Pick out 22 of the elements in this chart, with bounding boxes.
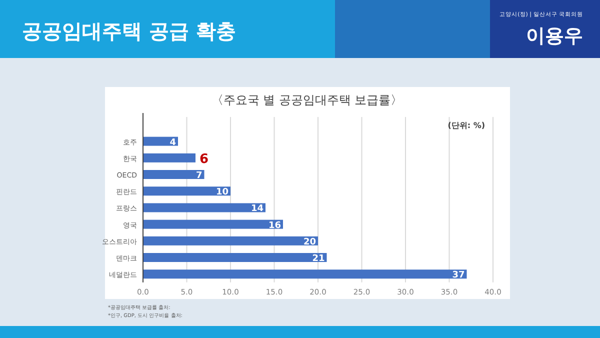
data-label: 16 [268,220,281,231]
chart-title: 〈주요국 별 공공임대주택 보급률〉 [211,93,403,107]
bar [143,220,283,229]
data-label: 10 [216,188,228,198]
bar [143,186,230,196]
bar [143,253,327,262]
data-label: 37 [452,270,465,281]
bar [143,203,266,212]
bar [143,270,467,279]
data-label: 4 [170,138,176,148]
bar [143,236,318,246]
data-label: 7 [196,171,202,181]
text: 이용우 [526,25,583,47]
bar [143,170,204,179]
bar [143,153,196,162]
data-label: 14 [250,204,264,214]
text: 공공임대주택 공급 확충 [22,19,236,43]
data-label: 21 [312,254,325,264]
annotation: (단위: %) [448,121,485,130]
data-label: 20 [303,237,316,248]
annotation: 6 [200,152,209,167]
bar [143,136,178,146]
